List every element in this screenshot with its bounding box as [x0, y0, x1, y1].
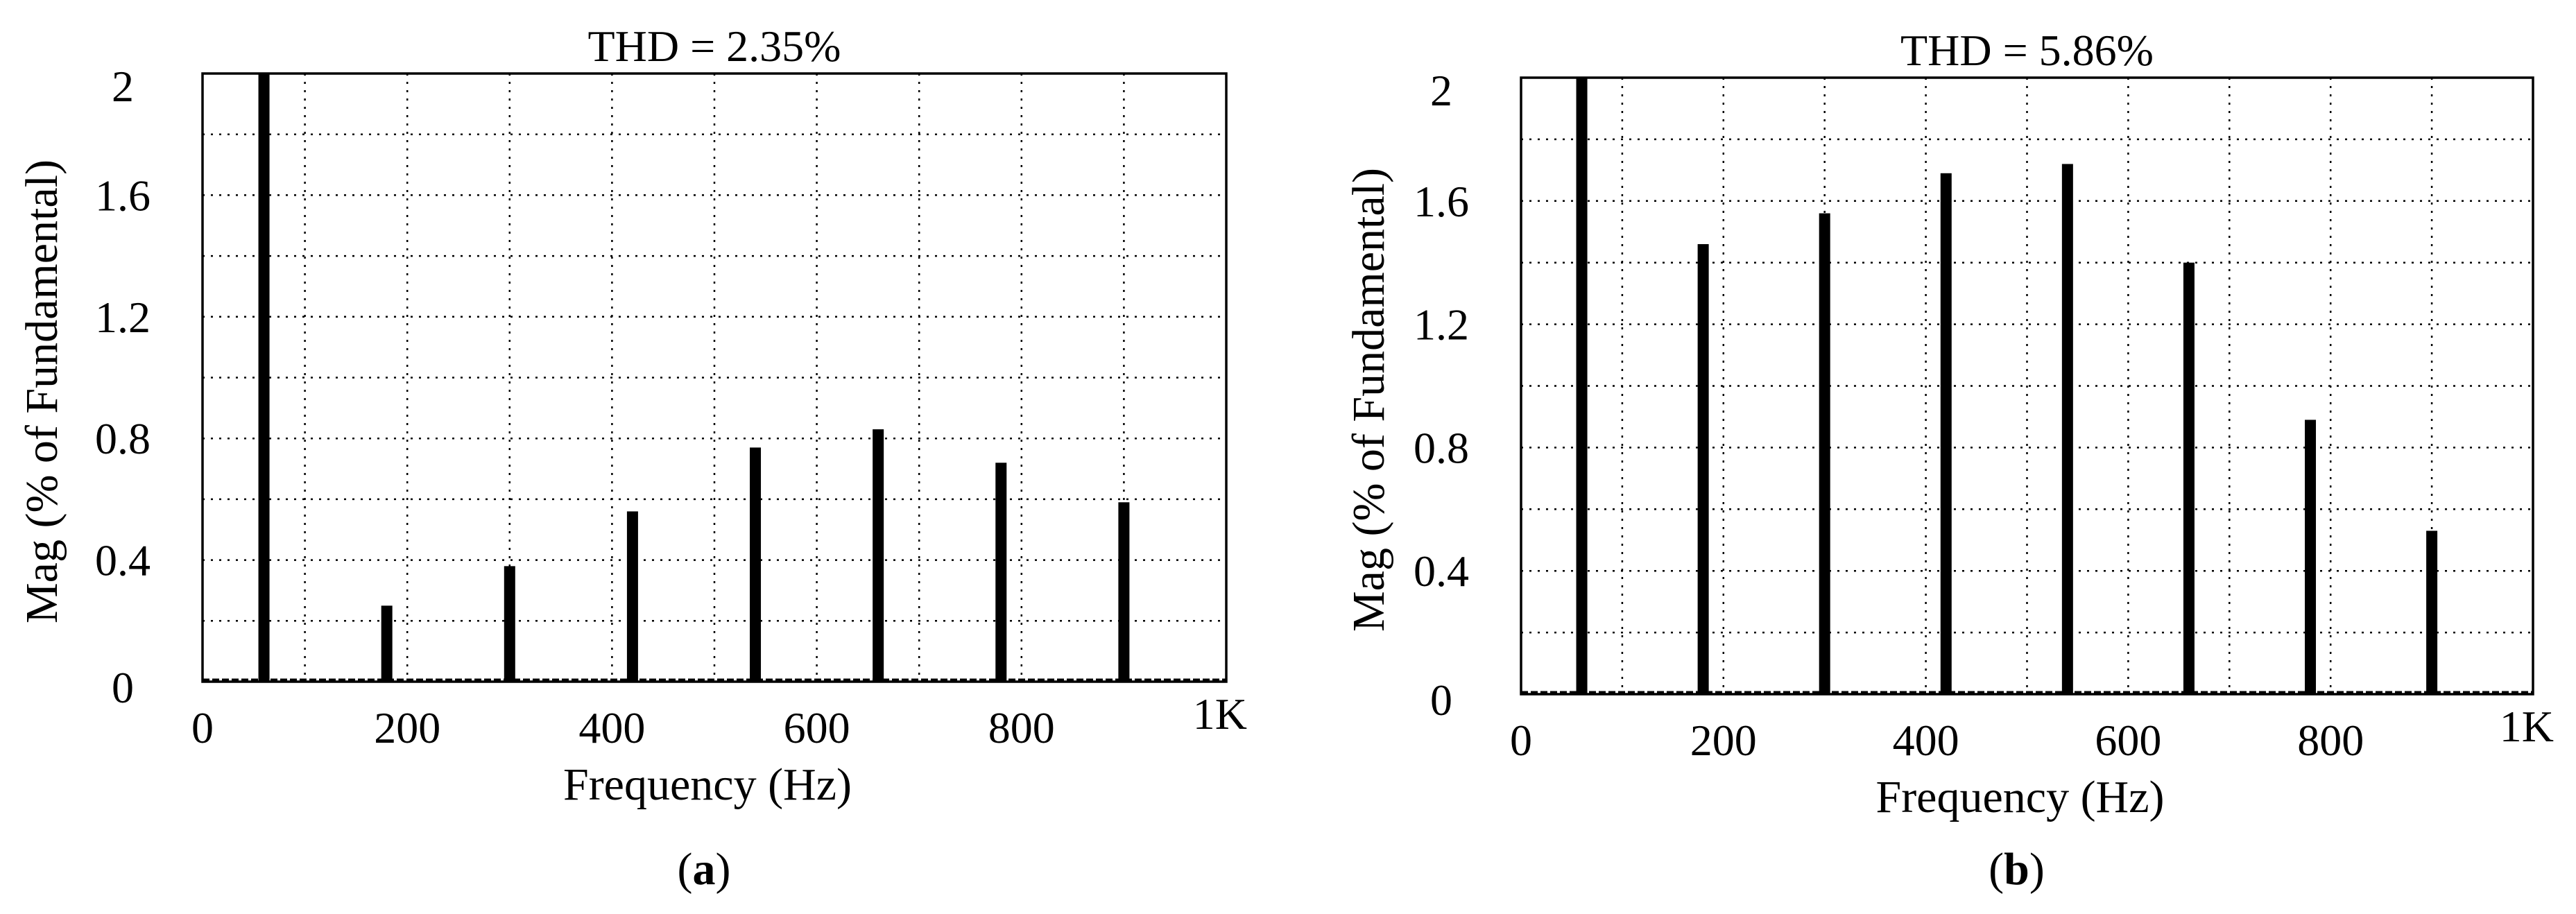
panel-label: (a) — [678, 844, 731, 895]
y-tick-label: 0.8 — [95, 414, 151, 463]
x-tick-label: 1K — [1193, 689, 1247, 739]
y-axis-label: Mag (% of Fundamental) — [1343, 168, 1394, 632]
x-tick-label: 200 — [374, 703, 440, 752]
chart-title: THD = 5.86% — [1900, 26, 2154, 75]
panel-label: (b) — [1989, 844, 2045, 895]
y-tick-label: 0.8 — [1414, 423, 1469, 472]
bar-b-300 — [1819, 213, 1830, 695]
x-tick-label: 800 — [988, 703, 1055, 752]
y-tick-label: 0.4 — [95, 536, 151, 585]
bar-b-900 — [2426, 531, 2438, 694]
y-axis-label: Mag (% of Fundamental) — [17, 159, 67, 623]
bar-a-420 — [626, 511, 638, 682]
y-tick-label: 0 — [1430, 675, 1452, 725]
bar-a-900 — [1118, 502, 1130, 682]
x-axis-label: Frequency (Hz) — [1876, 772, 2165, 822]
y-tick-label: 0 — [112, 663, 134, 712]
x-tick-label: 400 — [1893, 716, 1959, 765]
y-tick-label: 1.2 — [1414, 300, 1469, 350]
chart-title: THD = 2.35% — [588, 21, 841, 71]
bar-a-780 — [995, 463, 1007, 682]
bar-b-180 — [1697, 244, 1709, 694]
y-tick-label: 0.4 — [1414, 546, 1469, 596]
x-tick-label: 1K — [2500, 702, 2554, 751]
x-axis-label: Frequency (Hz) — [563, 759, 852, 810]
bar-a-540 — [750, 447, 762, 682]
x-tick-label: 400 — [578, 703, 645, 752]
plot-frame — [201, 72, 1228, 683]
x-tick-label: 0 — [1510, 716, 1532, 765]
y-tick-label: 1.2 — [95, 293, 151, 342]
bar-b-60 — [1576, 78, 1588, 694]
bar-b-420 — [1940, 173, 1952, 695]
bar-b-540 — [2061, 164, 2073, 694]
y-tick-label: 2 — [112, 62, 134, 111]
plot-frame — [1520, 76, 2534, 696]
x-tick-label: 600 — [2095, 716, 2161, 765]
bar-a-60 — [258, 74, 270, 682]
x-tick-label: 200 — [1690, 716, 1757, 765]
x-tick-label: 0 — [191, 703, 214, 752]
x-tick-label: 800 — [2297, 716, 2364, 765]
bar-a-180 — [381, 605, 393, 682]
bar-b-780 — [2305, 420, 2317, 694]
bar-b-660 — [2183, 262, 2195, 694]
y-tick-label: 1.6 — [1414, 177, 1469, 226]
x-tick-label: 600 — [784, 703, 850, 752]
bar-a-660 — [873, 429, 884, 682]
chart-a: 0 200 400 600 800 1K 0 0.4 0.8 1.2 1.6 2 THD = 2.35%… — [17, 21, 1247, 895]
y-tick-label: 2 — [1430, 66, 1452, 115]
chart-b: 0 200 400 600 800 1K 0 0.4 0.8 1.2 1.6 2 THD = 5.86%… — [1343, 26, 2554, 895]
y-tick-label: 1.6 — [95, 171, 151, 220]
bar-a-300 — [504, 566, 515, 682]
